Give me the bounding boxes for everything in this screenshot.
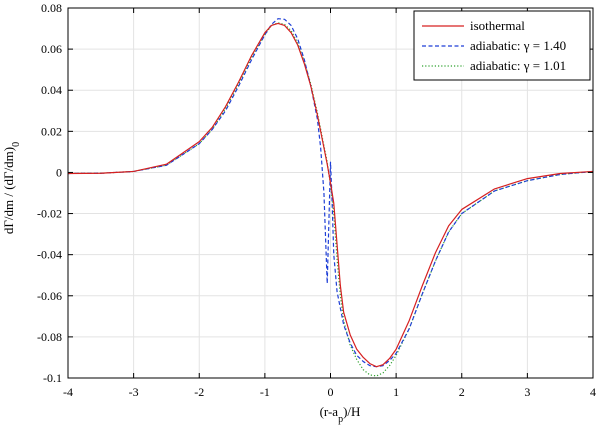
y-tick-label: 0.02 [41,124,62,138]
x-tick-label: -2 [194,385,204,399]
x-tick-label: 2 [459,385,465,399]
y-tick-label: 0.06 [41,42,62,56]
y-tick-label: -0.02 [37,207,62,221]
x-tick-label: -4 [63,385,73,399]
y-axis-title: dΓ/dm / (dΓ/dm)0 [1,142,22,234]
y-tick-label: -0.08 [37,330,62,344]
x-axis-title-subscript: p [338,414,343,425]
x-tick-label: 4 [590,385,596,399]
x-tick-label: 0 [328,385,334,399]
y-tick-label: 0.08 [41,1,62,15]
y-tick-label: 0 [56,165,62,179]
series-line-0 [67,22,594,368]
y-axis-title-subscript: 0 [11,142,22,147]
x-tick-label: -1 [260,385,270,399]
x-tick-label: -3 [129,385,139,399]
x-axis-title: (r-ap)/H [320,404,361,425]
legend-label-isothermal: isothermal [470,18,525,33]
x-tick-label: 1 [393,385,399,399]
tick-layer: -4 -3 -2 -1 0 1 2 3 4 -0.1 -0.08 -0.06 -0.04 -0.02 0 0.… [37,1,596,399]
series-layer [67,18,594,377]
legend: isothermal adiabatic: γ = 1.40 adiabatic… [413,10,591,81]
y-tick-label: -0.04 [37,248,62,262]
x-tick-label: 3 [524,385,530,399]
legend-label-adiabatic-1-01: adiabatic: γ = 1.01 [470,58,566,73]
legend-label-adiabatic-1-40: adiabatic: γ = 1.40 [470,38,566,53]
y-tick-label: -0.1 [43,371,62,385]
y-tick-label: 0.04 [41,83,62,97]
y-tick-label: -0.06 [37,289,62,303]
series-line-1 [67,18,594,368]
grid-layer [68,8,593,378]
